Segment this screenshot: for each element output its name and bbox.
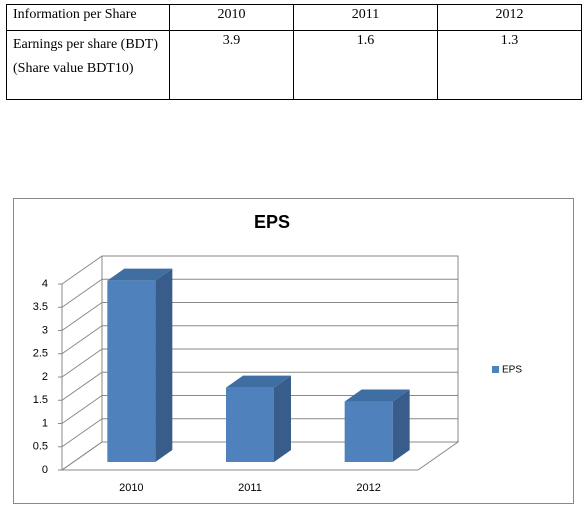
grid-line [61,278,103,308]
cell: 1.3 [437,30,582,100]
header-cell: 2010 [169,4,294,31]
row: Earnings per share (BDT) (Share value BDT… [6,30,582,100]
header-cell: Information per Share [6,4,170,31]
grid-line [61,302,103,331]
y-tick-label: 2.5 [33,348,48,360]
y-tick-label: 0 [42,464,48,476]
y-tick-label: 3.5 [33,301,48,313]
chart-frame [13,198,574,504]
bar-side [274,375,291,462]
y-tick-label: 3 [42,324,48,336]
legend-swatch [492,366,499,373]
cell-text: Earnings per share (BDT) [13,37,159,52]
y-tick-label: 0.5 [33,441,48,453]
bar-side [155,268,173,462]
bar-top [107,268,173,281]
cell: 1.6 [293,30,438,100]
grid-line [61,371,103,401]
info-table: Information per Share 2010 2011 2012 Ear… [6,4,582,100]
grid-line [61,441,103,471]
grid-line [61,418,103,448]
grid-line [61,255,103,285]
note: (Share value BDT10) [13,61,134,76]
header-cell: 2012 [437,4,582,31]
y-tick-label: 2 [42,371,48,383]
bar-top [226,375,291,388]
bar [107,280,156,462]
y-tick-label: 1 [42,417,48,429]
x-tick-label: 2010 [119,482,143,494]
legend-label: EPS [502,365,522,376]
bar [226,387,274,462]
grid-line [61,348,103,378]
header-row: Information per Share 2010 2011 2012 [6,4,582,31]
chart-title: EPS [254,212,290,232]
cell: 3.9 [169,30,294,100]
y-tick-label: 1.5 [33,394,48,406]
x-tick-label: 2011 [238,482,262,494]
bar-side [392,389,410,462]
x-tick-label: 2012 [356,482,380,494]
grid-line [61,395,103,424]
y-tick-label: 4 [42,278,48,290]
bar [344,401,393,462]
grid-line [61,325,103,355]
bar-top [344,389,410,402]
